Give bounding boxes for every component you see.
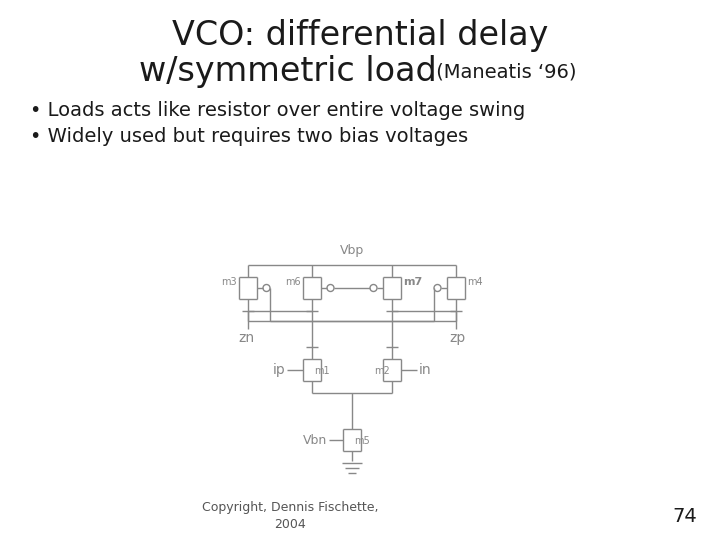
Text: m7: m7 [403, 277, 422, 287]
Text: Vbn: Vbn [302, 434, 327, 447]
Text: m6: m6 [285, 277, 301, 287]
Text: • Loads acts like resistor over entire voltage swing: • Loads acts like resistor over entire v… [30, 100, 526, 119]
Text: zp: zp [450, 331, 466, 345]
Text: zn: zn [238, 331, 254, 345]
Text: ip: ip [272, 363, 285, 377]
Text: m4: m4 [467, 277, 482, 287]
Text: • Widely used but requires two bias voltages: • Widely used but requires two bias volt… [30, 126, 468, 145]
Text: m5: m5 [354, 436, 370, 446]
Text: m1: m1 [314, 366, 330, 376]
Text: Copyright, Dennis Fischette,
2004: Copyright, Dennis Fischette, 2004 [202, 501, 378, 531]
Text: w/symmetric load: w/symmetric load [139, 56, 437, 89]
Text: 74: 74 [672, 507, 698, 525]
Text: (Maneatis ‘96): (Maneatis ‘96) [430, 63, 577, 82]
Text: m3: m3 [221, 277, 237, 287]
Text: in: in [419, 363, 431, 377]
Text: m2: m2 [374, 366, 390, 376]
Text: VCO: differential delay: VCO: differential delay [172, 18, 548, 51]
Text: Vbp: Vbp [340, 244, 364, 257]
